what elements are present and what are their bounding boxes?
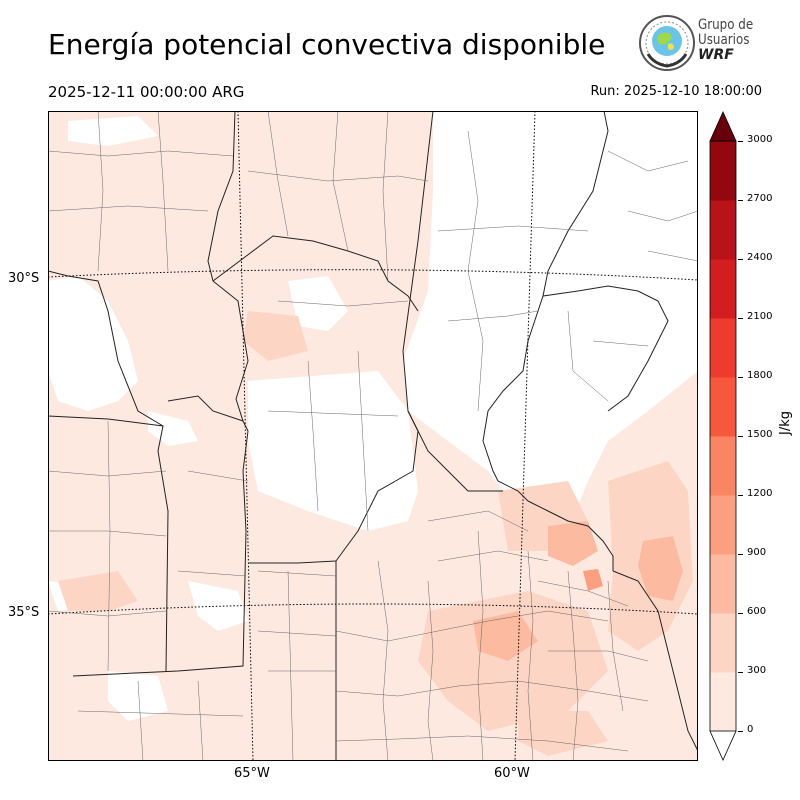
- valid-time: 2025-12-11 00:00:00 ARG: [48, 83, 245, 101]
- colorbar-band: [710, 377, 736, 437]
- cape-600-areas: [473, 521, 683, 661]
- globe-seal-icon: [639, 15, 695, 71]
- colorbar-tick-label: 3000: [747, 134, 773, 145]
- colorbar-tick-mark: [738, 141, 743, 142]
- lon-label-65w: 65°W: [234, 766, 270, 781]
- cape-map: [48, 111, 698, 761]
- colorbar-tick-mark: [738, 259, 743, 260]
- lon-label-60w: 60°W: [494, 766, 530, 781]
- colorbar-band: [710, 672, 736, 732]
- logo-text-line3: WRF: [698, 47, 734, 63]
- colorbar-tick-mark: [738, 554, 743, 555]
- colorbar-tick-label: 0: [747, 724, 754, 735]
- colorbar-band: [710, 259, 736, 319]
- colorbar-band: [710, 613, 736, 673]
- colorbar-band: [710, 436, 736, 496]
- colorbar-frame: [709, 140, 737, 732]
- colorbar-band: [710, 554, 736, 614]
- colorbar: [708, 111, 738, 761]
- colorbar-tick-mark: [738, 731, 743, 732]
- cape-zero-areas: [48, 111, 698, 721]
- colorbar-tick-label: 2400: [747, 252, 773, 263]
- colorbar-tick-mark: [738, 377, 743, 378]
- colorbar-band: [710, 141, 736, 201]
- colorbar-tick-mark: [738, 613, 743, 614]
- colorbar-band: [710, 200, 736, 260]
- colorbar-tick-mark: [738, 318, 743, 319]
- colorbar-tick-mark: [738, 436, 743, 437]
- lat-label-35s: 35°S: [8, 605, 40, 620]
- lat-label-30s: 30°S: [8, 271, 40, 286]
- logo-text-line1: Grupo de: [698, 17, 754, 33]
- map-title: Energía potencial convectiva disponible: [48, 28, 606, 61]
- colorbar-tick-mark: [738, 672, 743, 673]
- province-boundaries: [48, 111, 698, 761]
- colorbar-tick-label: 600: [747, 606, 767, 617]
- colorbar-tick-label: 2100: [747, 311, 773, 322]
- colorbar-tick-label: 1800: [747, 370, 773, 381]
- map-canvas: [48, 111, 698, 761]
- colorbar-tick-label: 300: [747, 665, 767, 676]
- colorbar-tick-label: 2700: [747, 193, 773, 204]
- colorbar-tick-label: 1200: [747, 488, 773, 499]
- map-frame: [48, 111, 698, 761]
- department-boundaries: [48, 111, 698, 761]
- colorbar-tick-mark: [738, 200, 743, 201]
- wrf-group-logo: Grupo de Usuarios WRF: [638, 14, 768, 72]
- run-time: Run: 2025-12-10 18:00:00: [590, 84, 762, 99]
- logo-text-line2: Usuarios: [698, 32, 750, 48]
- colorbar-label: J/kg: [778, 411, 793, 435]
- colorbar-tick-label: 1500: [747, 429, 773, 440]
- colorbar-svg: [709, 111, 737, 761]
- colorbar-lower-extension: [709, 730, 737, 761]
- colorbar-tick-mark: [738, 495, 743, 496]
- colorbar-band: [710, 495, 736, 555]
- colorbar-tick-label: 900: [747, 547, 767, 558]
- colorbar-band: [710, 318, 736, 378]
- graticule: [48, 111, 698, 761]
- cape-900-areas: [583, 569, 603, 591]
- colorbar-upper-extension: [709, 111, 737, 142]
